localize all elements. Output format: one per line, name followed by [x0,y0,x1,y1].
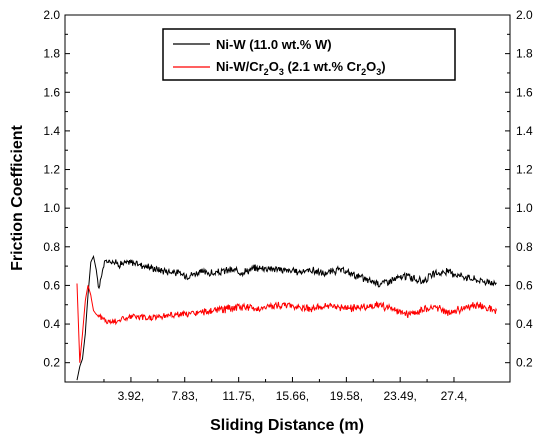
legend-sub: 3 [376,67,381,77]
y-axis-title: Friction Coefficient [9,124,26,270]
y-tick-label-left: 0.8 [43,240,60,254]
y-tick-label-left: 1.8 [43,47,60,61]
legend-sub: 3 [279,67,284,77]
x-tick-label: 3.92, [118,389,145,403]
y-tick-label-left: 0.6 [43,278,60,292]
y-tick-label-right: 1.6 [516,85,533,99]
x-axis: 3.92, 7.83, 11.75, 15.66, 19.58, 23.49, 27.4, [103,377,468,403]
y-tick-label-left: 0.2 [43,356,60,370]
y-axis-right: 0.2 0.4 0.6 0.8 1.0 1.2 1.4 1.6 1.8 2.0 [505,8,533,370]
series-line-1 [76,283,498,363]
x-tick-label: 19.58, [330,389,363,403]
plot-frame [64,14,511,383]
y-tick-label-left: 1.0 [43,201,60,215]
y-tick-label-left: 1.6 [43,85,60,99]
legend-part: (2.1 wt.% Cr [284,59,361,74]
x-tick-label: 11.75, [222,389,254,403]
legend-part: Ni-W/Cr [216,59,264,74]
legend-label-ni-w-cr2o3: Ni-W/Cr2O3 (2.1 wt.% Cr2O3) [216,59,386,77]
x-tick-label: 7.83, [171,389,198,403]
y-tick-label-right: 1.8 [516,47,533,61]
legend-part: ) [381,59,385,74]
y-tick-label-right: 0.6 [516,278,533,292]
y-tick-label-left: 2.0 [43,8,60,22]
x-tick-label: 23.49, [383,389,416,403]
legend-box [162,28,456,81]
y-axis-left: 0.2 0.4 0.6 0.8 1.0 1.2 1.4 1.6 1.8 2.0 [43,8,70,370]
y-tick-label-right: 0.2 [516,356,533,370]
series-layer [76,254,498,381]
series-line-0 [76,254,497,381]
x-tick-label: 27.4, [441,389,468,403]
y-tick-label-left: 1.4 [43,124,60,138]
y-tick-label-right: 1.4 [516,124,533,138]
legend-part: O [366,59,376,74]
legend: Ni-W (11.0 wt.% W) Ni-W/Cr2O3 (2.1 wt.% … [162,28,456,81]
y-tick-label-right: 0.4 [516,317,533,331]
y-tick-label-right: 1.2 [516,163,533,177]
x-axis-title: Sliding Distance (m) [210,417,364,434]
x-tick-label: 15.66, [276,389,309,403]
y-tick-label-right: 1.0 [516,201,533,215]
y-tick-label-right: 0.8 [516,240,533,254]
legend-part: O [269,59,279,74]
legend-sub: 2 [264,67,269,77]
y-tick-label-right: 2.0 [516,8,533,22]
y-tick-label-left: 0.4 [43,317,60,331]
legend-label-ni-w: Ni-W (11.0 wt.% W) [216,37,332,52]
y-tick-label-left: 1.2 [43,163,60,177]
legend-sub: 2 [361,67,366,77]
